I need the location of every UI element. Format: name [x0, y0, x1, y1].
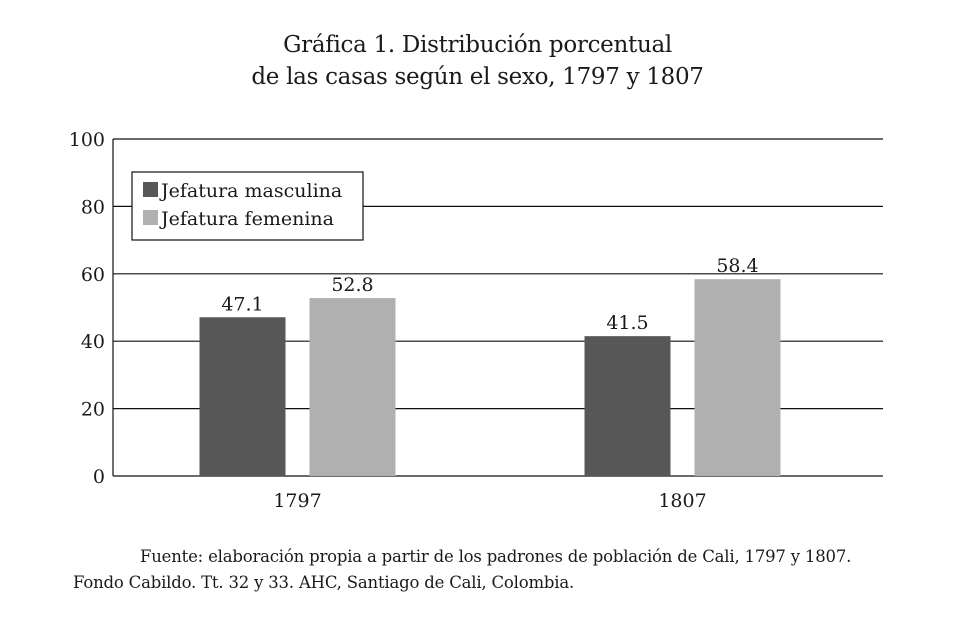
data-label: 52.8 [331, 274, 373, 296]
chart-title-line1: Gráfica 1. Distribución porcentual [283, 32, 672, 58]
legend-swatch [143, 210, 158, 225]
y-tick-label: 20 [81, 399, 105, 421]
bar-1797-femenina [309, 298, 396, 476]
legend-label: Jefatura masculina [159, 180, 342, 202]
legend-swatch [143, 182, 158, 197]
legend-label: Jefatura femenina [159, 208, 334, 230]
y-tick-label: 100 [69, 129, 105, 151]
chart-title-line2: de las casas según el sexo, 1797 y 1807 [251, 64, 704, 90]
x-tick-label: 1797 [273, 490, 321, 512]
source-note-line2: Fondo Cabildo. Tt. 32 y 33. AHC, Santiag… [73, 573, 575, 592]
bar-1797-masculina [199, 317, 286, 476]
y-tick-label: 0 [93, 466, 105, 488]
bar-1807-femenina [694, 279, 781, 476]
y-tick-label: 40 [81, 331, 105, 353]
data-label: 41.5 [606, 312, 648, 334]
bar-1807-masculina [584, 336, 671, 476]
source-note-line1: Fuente: elaboración propia a partir de l… [140, 547, 852, 566]
legend-box [131, 171, 364, 241]
x-tick-label: 1807 [658, 490, 706, 512]
y-tick-label: 60 [81, 264, 105, 286]
data-label: 47.1 [221, 293, 263, 315]
y-tick-label: 80 [81, 196, 105, 218]
data-label: 58.4 [716, 255, 758, 277]
